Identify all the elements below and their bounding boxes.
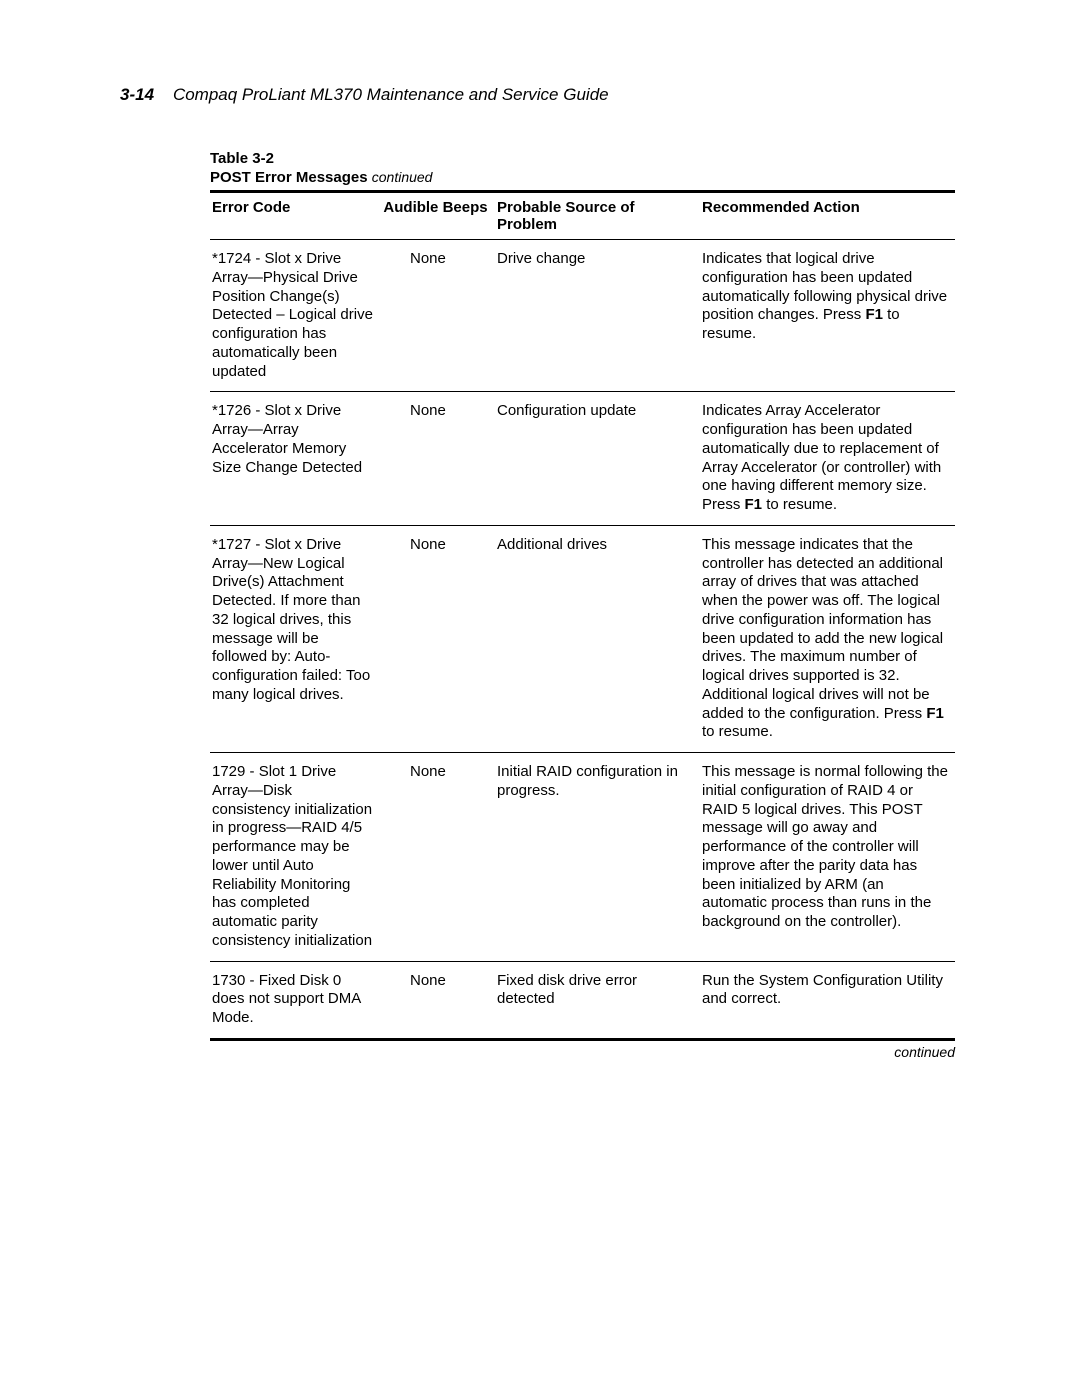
- cell-beeps: None: [380, 961, 495, 1039]
- cell-error-code: *1726 - Slot x Drive Array—Array Acceler…: [210, 392, 380, 526]
- table-row: *1727 - Slot x Drive Array—New Logical D…: [210, 525, 955, 752]
- table-row: 1730 - Fixed Disk 0 does not support DMA…: [210, 961, 955, 1039]
- table-container: Table 3-2 POST Error Messages continued …: [210, 150, 955, 1060]
- table-label: Table 3-2: [210, 150, 955, 167]
- cell-beeps: None: [380, 525, 495, 752]
- cell-beeps: None: [380, 392, 495, 526]
- table-footer-continued: continued: [210, 1044, 955, 1060]
- table-title: POST Error Messages continued: [210, 169, 955, 186]
- cell-source: Configuration update: [495, 392, 700, 526]
- header-title: Compaq ProLiant ML370 Maintenance and Se…: [173, 85, 609, 104]
- cell-error-code: *1727 - Slot x Drive Array—New Logical D…: [210, 525, 380, 752]
- cell-beeps: None: [380, 240, 495, 392]
- col-error-code: Error Code: [210, 192, 380, 240]
- cell-error-code: 1729 - Slot 1 Drive Array—Disk consisten…: [210, 753, 380, 962]
- cell-action: Run the System Configuration Utility and…: [700, 961, 955, 1039]
- table-row: *1724 - Slot x Drive Array—Physical Driv…: [210, 240, 955, 392]
- cell-action: This message is normal following the ini…: [700, 753, 955, 962]
- table-row: 1729 - Slot 1 Drive Array—Disk consisten…: [210, 753, 955, 962]
- cell-action: Indicates that logical drive configurati…: [700, 240, 955, 392]
- cell-action: Indicates Array Accelerator configuratio…: [700, 392, 955, 526]
- col-source: Probable Source of Problem: [495, 192, 700, 240]
- cell-source: Initial RAID configuration in progress.: [495, 753, 700, 962]
- col-audible-beeps: Audible Beeps: [380, 192, 495, 240]
- page-number: 3-14: [120, 85, 154, 104]
- error-table: Error Code Audible Beeps Probable Source…: [210, 190, 955, 1041]
- table-row: *1726 - Slot x Drive Array—Array Acceler…: [210, 392, 955, 526]
- cell-source: Drive change: [495, 240, 700, 392]
- cell-source: Additional drives: [495, 525, 700, 752]
- cell-beeps: None: [380, 753, 495, 962]
- table-header-row: Error Code Audible Beeps Probable Source…: [210, 192, 955, 240]
- cell-action: This message indicates that the controll…: [700, 525, 955, 752]
- cell-error-code: *1724 - Slot x Drive Array—Physical Driv…: [210, 240, 380, 392]
- cell-source: Fixed disk drive error detected: [495, 961, 700, 1039]
- col-action: Recommended Action: [700, 192, 955, 240]
- document-page: 3-14 Compaq ProLiant ML370 Maintenance a…: [0, 0, 1080, 1120]
- cell-error-code: 1730 - Fixed Disk 0 does not support DMA…: [210, 961, 380, 1039]
- page-header: 3-14 Compaq ProLiant ML370 Maintenance a…: [120, 85, 960, 105]
